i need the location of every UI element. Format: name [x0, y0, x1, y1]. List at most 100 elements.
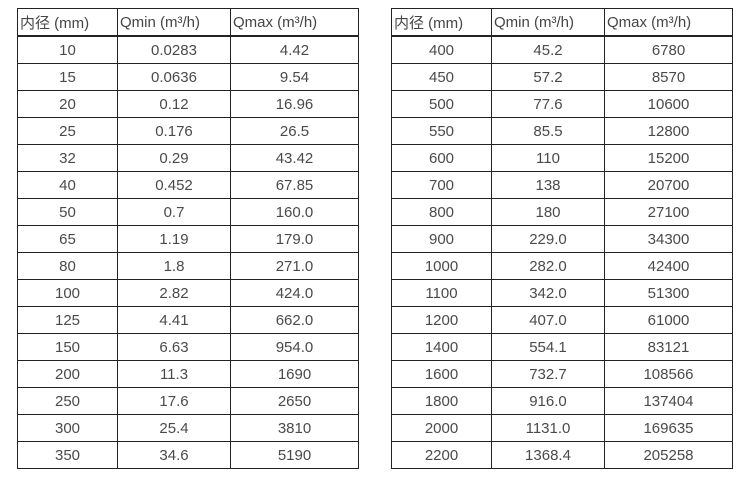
table-row: 250 17.6 2650: [17, 387, 359, 415]
table-cell: 732.7: [491, 360, 605, 388]
header-row: 内径 (mm) Qmin (m³/h) Qmax (m³/h): [391, 8, 733, 37]
table-cell: 15200: [604, 144, 733, 172]
table-cell: 25.4: [117, 414, 231, 442]
table-row: 15 0.0636 9.54: [17, 63, 359, 91]
table-cell: 43.42: [230, 144, 359, 172]
table-cell: 34.6: [117, 441, 231, 469]
table-cell: 20: [17, 90, 118, 118]
table-row: 550 85.5 12800: [391, 117, 733, 145]
table-cell: 2200: [391, 441, 492, 469]
table-cell: 45.2: [491, 35, 605, 64]
table-cell: 300: [17, 414, 118, 442]
table-cell: 1.19: [117, 225, 231, 253]
table-cell: 1100: [391, 279, 492, 307]
table-cell: 5190: [230, 441, 359, 469]
table-cell: 800: [391, 198, 492, 226]
table-cell: 350: [17, 441, 118, 469]
table-header: 内径 (mm) Qmin (m³/h) Qmax (m³/h): [391, 8, 733, 37]
table-cell: 0.12: [117, 90, 231, 118]
table-cell: 342.0: [491, 279, 605, 307]
table-cell: 179.0: [230, 225, 359, 253]
table-cell: 554.1: [491, 333, 605, 361]
table-row: 200 11.3 1690: [17, 360, 359, 388]
table-cell: 916.0: [491, 387, 605, 415]
table-cell: 1368.4: [491, 441, 605, 469]
table-cell: 57.2: [491, 63, 605, 91]
table-cell: 0.0636: [117, 63, 231, 91]
table-body: 400 45.2 6780 450 57.2 8570 500 77.6 10600 550 85.…: [391, 35, 733, 469]
table-row: 1600 732.7 108566: [391, 360, 733, 388]
table-cell: 1400: [391, 333, 492, 361]
header-row: 内径 (mm) Qmin (m³/h) Qmax (m³/h): [17, 8, 359, 37]
table-row: 400 45.2 6780: [391, 35, 733, 64]
table-cell: 205258: [604, 441, 733, 469]
table-cell: 150: [17, 333, 118, 361]
table-cell: 1690: [230, 360, 359, 388]
table-cell: 500: [391, 90, 492, 118]
table-cell: 0.452: [117, 171, 231, 199]
table-cell: 20700: [604, 171, 733, 199]
table-cell: 34300: [604, 225, 733, 253]
table-cell: 10: [17, 35, 118, 64]
table-row: 100 2.82 424.0: [17, 279, 359, 307]
table-cell: 67.85: [230, 171, 359, 199]
table-cell: 407.0: [491, 306, 605, 334]
table-cell: 108566: [604, 360, 733, 388]
table-row: 50 0.7 160.0: [17, 198, 359, 226]
header-qmin: Qmin (m³/h): [117, 8, 231, 37]
table-row: 1100 342.0 51300: [391, 279, 733, 307]
table-header: 内径 (mm) Qmin (m³/h) Qmax (m³/h): [17, 8, 359, 37]
table-body: 10 0.0283 4.42 15 0.0636 9.54 20 0.12 16.96 25 0.1…: [17, 35, 359, 469]
table-cell: 8570: [604, 63, 733, 91]
table-cell: 42400: [604, 252, 733, 280]
table-cell: 40: [17, 171, 118, 199]
table-row: 2000 1131.0 169635: [391, 414, 733, 442]
table-row: 1400 554.1 83121: [391, 333, 733, 361]
table-cell: 6780: [604, 35, 733, 64]
table-cell: 0.29: [117, 144, 231, 172]
table-cell: 0.0283: [117, 35, 231, 64]
table-row: 125 4.41 662.0: [17, 306, 359, 334]
header-qmax: Qmax (m³/h): [230, 8, 359, 37]
table-row: 150 6.63 954.0: [17, 333, 359, 361]
table-cell: 15: [17, 63, 118, 91]
table-row: 2200 1368.4 205258: [391, 441, 733, 469]
header-qmin: Qmin (m³/h): [491, 8, 605, 37]
table-row: 40 0.452 67.85: [17, 171, 359, 199]
table-cell: 550: [391, 117, 492, 145]
table-cell: 125: [17, 306, 118, 334]
table-cell: 700: [391, 171, 492, 199]
table-cell: 110: [491, 144, 605, 172]
table-cell: 954.0: [230, 333, 359, 361]
table-row: 25 0.176 26.5: [17, 117, 359, 145]
table-row: 65 1.19 179.0: [17, 225, 359, 253]
table-cell: 0.176: [117, 117, 231, 145]
table-row: 20 0.12 16.96: [17, 90, 359, 118]
table-cell: 1200: [391, 306, 492, 334]
table-row: 1000 282.0 42400: [391, 252, 733, 280]
table-cell: 1.8: [117, 252, 231, 280]
table-cell: 6.63: [117, 333, 231, 361]
table-cell: 26.5: [230, 117, 359, 145]
table-row: 900 229.0 34300: [391, 225, 733, 253]
table-row: 350 34.6 5190: [17, 441, 359, 469]
table-cell: 9.54: [230, 63, 359, 91]
table-cell: 900: [391, 225, 492, 253]
table-cell: 80: [17, 252, 118, 280]
table-cell: 160.0: [230, 198, 359, 226]
table-row: 450 57.2 8570: [391, 63, 733, 91]
table-cell: 77.6: [491, 90, 605, 118]
table-cell: 0.7: [117, 198, 231, 226]
table-cell: 11.3: [117, 360, 231, 388]
table-cell: 1600: [391, 360, 492, 388]
table-cell: 282.0: [491, 252, 605, 280]
table-cell: 4.41: [117, 306, 231, 334]
header-inner-diameter: 内径 (mm): [17, 8, 118, 37]
table-cell: 400: [391, 35, 492, 64]
table-cell: 424.0: [230, 279, 359, 307]
table-cell: 2650: [230, 387, 359, 415]
table-cell: 4.42: [230, 35, 359, 64]
table-cell: 12800: [604, 117, 733, 145]
table-cell: 65: [17, 225, 118, 253]
